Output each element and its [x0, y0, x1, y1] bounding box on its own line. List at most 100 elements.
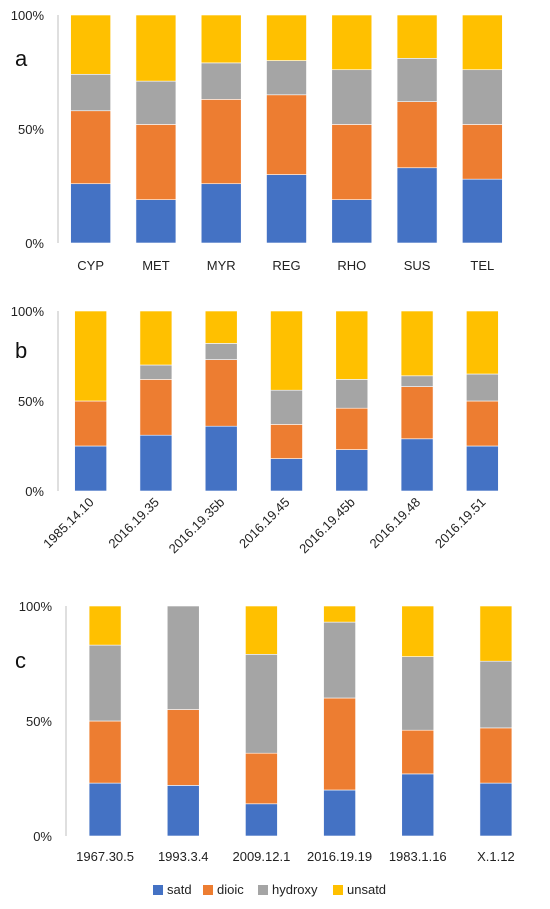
- bar-segment-dioic: [479, 727, 513, 784]
- y-tick-label: 50%: [18, 122, 44, 137]
- bar-segment-satd: [466, 445, 499, 492]
- bar-segment-dioic: [400, 386, 434, 440]
- bar-segment-satd: [266, 174, 307, 244]
- bar-segment-unsatd: [466, 310, 499, 375]
- bar-segment-satd: [462, 178, 503, 244]
- x-tick-label: 1985.14.10: [40, 495, 97, 552]
- legend-label-hydroxy: hydroxy: [272, 882, 318, 897]
- legend-swatch-satd: [153, 885, 163, 895]
- bar-segment-hydroxy: [88, 644, 122, 722]
- bar-segment-dioic: [270, 424, 303, 459]
- bar-segment-unsatd: [135, 14, 177, 82]
- bar-segment-hydroxy: [335, 379, 369, 409]
- bar-segment-dioic: [200, 99, 242, 185]
- bar-segment-dioic: [74, 400, 107, 447]
- legend-swatch-dioic: [203, 885, 213, 895]
- bar-segment-dioic: [135, 124, 177, 200]
- y-tick-label: 0%: [25, 236, 44, 251]
- bar-segment-hydroxy: [166, 605, 200, 710]
- y-tick-label: 0%: [33, 829, 52, 844]
- bar-segment-satd: [479, 782, 513, 837]
- bar-segment-hydroxy: [479, 660, 513, 729]
- bar-segment-satd: [200, 183, 242, 244]
- x-tick-label: 2009.12.1: [232, 849, 290, 864]
- bar-segment-hydroxy: [466, 373, 499, 402]
- bar-segment-unsatd: [479, 605, 513, 662]
- bar-segment-unsatd: [335, 310, 369, 380]
- x-tick-label: CYP: [77, 258, 104, 273]
- x-tick-label: 2016.19.51: [432, 495, 489, 552]
- panel-label: c: [15, 648, 26, 673]
- bar-segment-hydroxy: [139, 364, 173, 380]
- y-tick-label: 100%: [19, 599, 53, 614]
- panel-label: b: [15, 338, 27, 363]
- panel-label: a: [15, 46, 28, 71]
- chart-panel-b: 0% 50% 100% b 1985.14.10 2016.19.35 2016.19.35…: [11, 304, 499, 556]
- bar-segment-dioic: [466, 400, 499, 447]
- y-tick-label: 50%: [18, 394, 44, 409]
- bar-segment-dioic: [166, 709, 200, 786]
- bar-segment-satd: [396, 167, 438, 244]
- x-tick-label: RHO: [337, 258, 366, 273]
- bar-segment-satd: [270, 458, 303, 492]
- x-tick-label: 2016.19.45b: [296, 495, 358, 557]
- bar-segment-satd: [401, 773, 435, 837]
- bar-segment-unsatd: [204, 310, 238, 344]
- bar-segment-dioic: [396, 101, 438, 169]
- bar-segment-satd: [166, 785, 200, 837]
- x-tick-label: 2016.19.19: [307, 849, 372, 864]
- bar-segment-unsatd: [88, 605, 122, 646]
- bar-segment-hydroxy: [270, 389, 303, 425]
- bar-segment-satd: [245, 803, 278, 837]
- legend-label-dioic: dioic: [217, 882, 244, 897]
- bar-segment-unsatd: [266, 14, 307, 61]
- chart-panel-c: 0% 50% 100% c 1967.30.5 1993.3.4 2009.12.1 2016…: [15, 599, 515, 864]
- bar-segment-hydroxy: [266, 60, 307, 96]
- bar-segment-unsatd: [396, 14, 438, 59]
- legend-label-unsatd: unsatd: [347, 882, 386, 897]
- bar-segment-satd: [204, 425, 238, 492]
- bar-segment-dioic: [401, 729, 435, 775]
- legend: satd dioic hydroxy unsatd: [153, 882, 386, 897]
- bar-segment-hydroxy: [331, 69, 373, 125]
- chart-panel-a: 0% 50% 100% a CYP MET MYR REG RHO SUS TEL: [11, 8, 503, 273]
- bar-segment-dioic: [266, 94, 307, 175]
- bar-segment-dioic: [335, 407, 369, 450]
- bar-segment-hydroxy: [200, 62, 242, 100]
- bar-segment-hydroxy: [462, 69, 503, 125]
- bar-segment-satd: [331, 199, 373, 244]
- bar-segment-satd: [135, 199, 177, 244]
- x-tick-label: 2016.19.35: [105, 495, 162, 552]
- bar-segment-satd: [139, 434, 173, 492]
- bar-segment-unsatd: [401, 605, 435, 657]
- bar-segment-hydroxy: [396, 58, 438, 102]
- legend-swatch-hydroxy: [258, 885, 268, 895]
- bar-segment-satd: [335, 449, 369, 492]
- bar-segment-satd: [400, 438, 434, 492]
- y-tick-label: 50%: [26, 714, 52, 729]
- x-tick-label: MET: [142, 258, 170, 273]
- y-tick-label: 100%: [11, 304, 45, 319]
- charts-group: 0% 50% 100% a CYP MET MYR REG RHO SUS TEL 0% 50% 100%…: [11, 8, 515, 864]
- y-tick-label: 100%: [11, 8, 45, 23]
- x-tick-label: 2016.19.35b: [166, 495, 228, 557]
- bar-segment-dioic: [204, 359, 238, 427]
- x-tick-label: REG: [272, 258, 300, 273]
- bar-segment-hydroxy: [400, 375, 434, 387]
- bar-segment-hydroxy: [70, 73, 111, 112]
- bar-segment-satd: [323, 789, 356, 837]
- bar-segment-satd: [70, 183, 111, 244]
- bar-segment-unsatd: [323, 605, 356, 623]
- bar-segment-unsatd: [331, 14, 373, 71]
- bar-segment-dioic: [139, 379, 173, 436]
- x-tick-label: SUS: [404, 258, 431, 273]
- x-tick-label: TEL: [470, 258, 494, 273]
- bar-segment-dioic: [323, 697, 356, 791]
- bar-segment-unsatd: [70, 14, 111, 75]
- x-tick-label: 1993.3.4: [158, 849, 209, 864]
- bar-segment-satd: [74, 445, 107, 492]
- bar-segment-unsatd: [245, 605, 278, 655]
- bar-segment-hydroxy: [135, 80, 177, 125]
- bar-segment-dioic: [88, 720, 122, 784]
